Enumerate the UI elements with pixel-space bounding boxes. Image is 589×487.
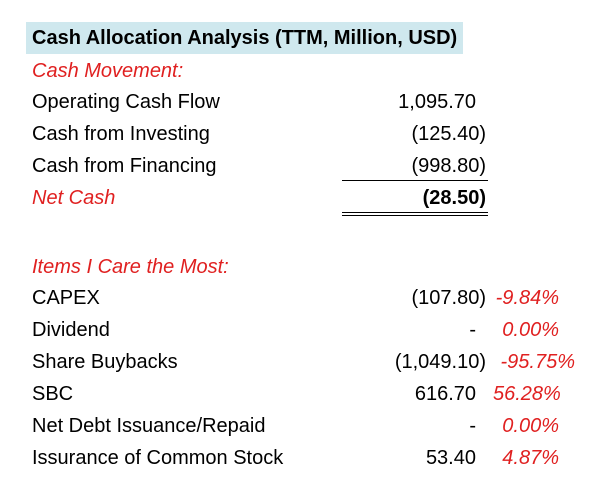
total-double-line-bottom bbox=[342, 215, 488, 216]
table-row: Net Debt Issuance/Repaid - 0.00% bbox=[32, 410, 572, 442]
net-cash-row: Net Cash (28.50) bbox=[32, 182, 572, 214]
subtotal-divider bbox=[342, 180, 488, 181]
row-value: (1,049.10) bbox=[394, 351, 486, 373]
row-percent: 56.28% bbox=[493, 383, 561, 405]
net-cash-label: Net Cash bbox=[32, 187, 116, 209]
row-percent: 4.87% bbox=[502, 447, 559, 469]
row-label: Cash from Financing bbox=[32, 155, 217, 177]
cash-movement-heading: Cash Movement: bbox=[32, 60, 184, 82]
table-row: Cash from Investing (125.40) bbox=[32, 118, 572, 150]
row-value: 1,095.70 bbox=[398, 91, 476, 113]
row-label: SBC bbox=[32, 383, 74, 405]
row-label: Net Debt Issuance/Repaid bbox=[32, 415, 266, 437]
row-label: Issurance of Common Stock bbox=[32, 447, 284, 469]
table-row: Cash from Financing (998.80) bbox=[32, 150, 572, 182]
row-percent: -95.75% bbox=[500, 351, 576, 373]
row-label: Cash from Investing bbox=[32, 123, 210, 145]
row-percent: 0.00% bbox=[502, 319, 559, 341]
total-double-line-top bbox=[342, 212, 488, 213]
row-value: (125.40) bbox=[411, 123, 487, 145]
cash-movement-heading-row: Cash Movement: bbox=[32, 55, 572, 87]
table-title: Cash Allocation Analysis (TTM, Million, … bbox=[26, 22, 464, 54]
table-row: Dividend - 0.00% bbox=[32, 314, 572, 346]
row-percent: -9.84% bbox=[495, 287, 559, 309]
row-value: 616.70 bbox=[414, 383, 476, 405]
row-label: CAPEX bbox=[32, 287, 100, 309]
net-cash-value: (28.50) bbox=[422, 187, 486, 209]
items-heading-row: Items I Care the Most: bbox=[32, 251, 572, 283]
table-row: Share Buybacks (1,049.10) -95.75% bbox=[32, 346, 576, 378]
row-label: Operating Cash Flow bbox=[32, 91, 220, 113]
row-label: Share Buybacks bbox=[32, 351, 178, 373]
row-value: - bbox=[469, 415, 476, 437]
table-row: SBC 616.70 56.28% bbox=[32, 378, 572, 410]
row-value: (107.80) bbox=[411, 287, 487, 309]
items-heading: Items I Care the Most: bbox=[32, 256, 229, 278]
table-row: Issurance of Common Stock 53.40 4.87% bbox=[32, 442, 572, 474]
row-percent: 0.00% bbox=[502, 415, 559, 437]
row-value: 53.40 bbox=[425, 447, 476, 469]
table-row: CAPEX (107.80) -9.84% bbox=[32, 282, 572, 314]
row-value: (998.80) bbox=[411, 155, 487, 177]
row-value: - bbox=[469, 319, 476, 341]
table-row: Operating Cash Flow 1,095.70 bbox=[32, 86, 572, 118]
row-label: Dividend bbox=[32, 319, 110, 341]
